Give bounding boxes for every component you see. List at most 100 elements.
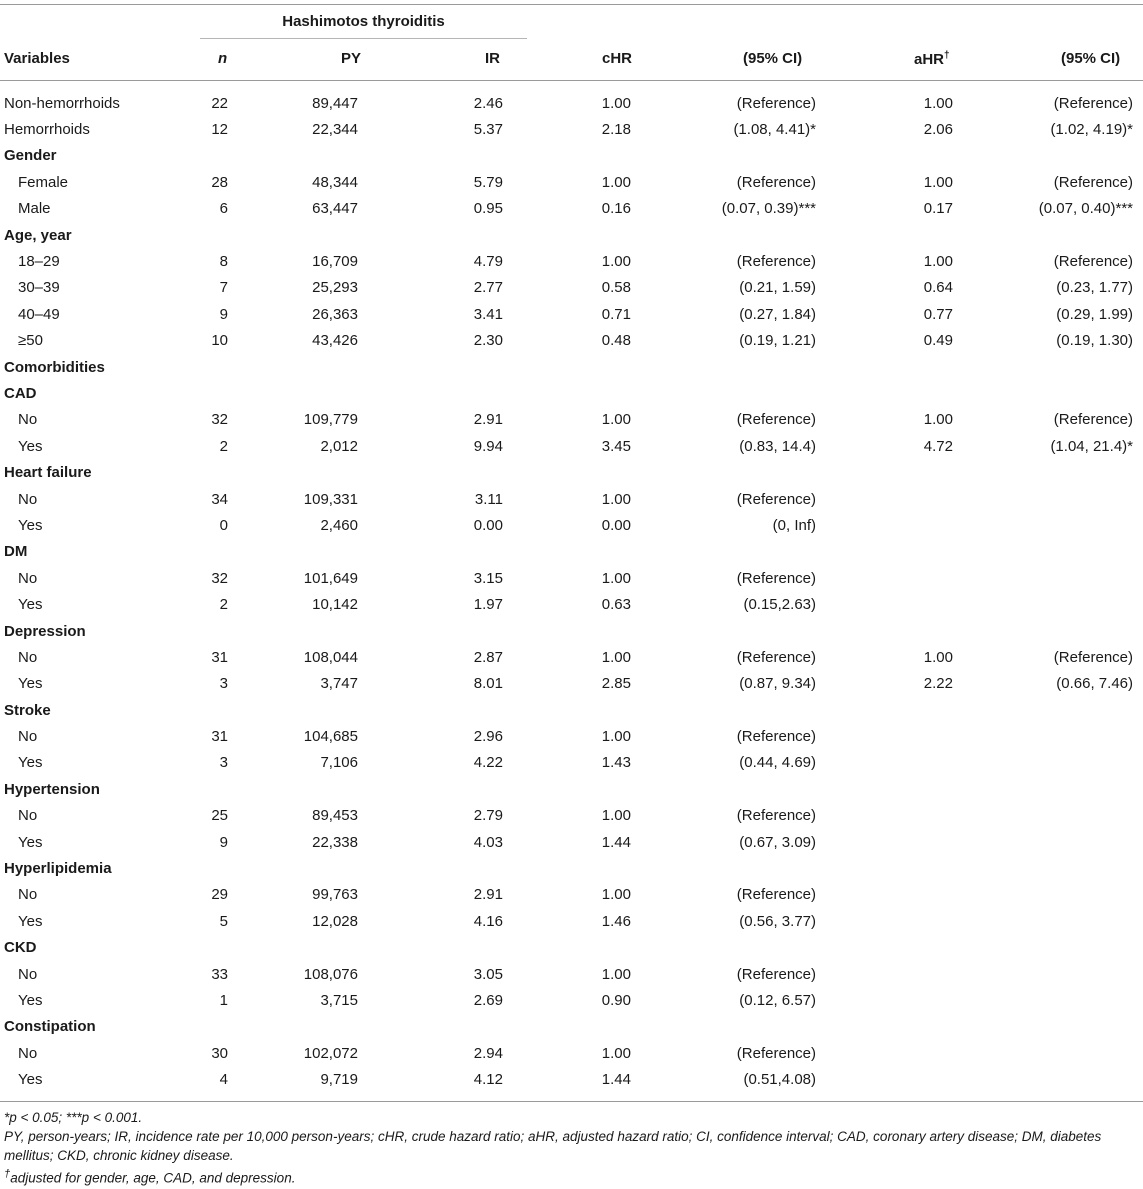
cell-ci1 — [637, 380, 822, 406]
footnote-adjusted-text: adjusted for gender, age, CAD, and depre… — [10, 1170, 296, 1186]
cell-ci2 — [959, 776, 1143, 802]
cell-ci2 — [959, 380, 1143, 406]
cell-ci1: (Reference) — [736, 807, 816, 825]
cell-ci1: (0.56, 3.77) — [739, 912, 816, 930]
cell-chr — [509, 354, 637, 380]
cell-chr — [509, 459, 637, 485]
cell-ci2: (0.66, 7.46) — [1056, 675, 1133, 693]
cell-ahr — [822, 618, 959, 644]
cell-ci1 — [637, 618, 822, 644]
cell-ci2: (1.04, 21.4)* — [1050, 437, 1133, 455]
table-row: Yes 4 9,719 4.12 1.44 (0.51,4.08) — [0, 1066, 1143, 1092]
cell-ci2 — [959, 829, 1143, 855]
section-label: CAD — [4, 384, 37, 402]
header-ci-adjusted: (95% CI) — [1061, 50, 1121, 67]
cell-ci2 — [959, 1040, 1143, 1066]
section-row: Heart failure — [0, 459, 1143, 485]
cell-chr — [509, 222, 637, 248]
row-label: Yes — [18, 516, 43, 534]
cell-ir: 3.11 — [474, 490, 503, 508]
cell-ahr — [822, 1040, 959, 1066]
cell-chr: 0.16 — [601, 200, 631, 218]
cell-ci2 — [959, 143, 1143, 169]
cell-ci2 — [959, 697, 1143, 723]
cell-chr: 0.63 — [601, 596, 631, 614]
cell-ahr — [822, 539, 959, 565]
cell-ci2 — [959, 803, 1143, 829]
cell-chr: 1.00 — [601, 411, 631, 429]
row-label: No — [18, 965, 38, 983]
table-row: Female 28 48,344 5.79 1.00 (Reference) 1.00 (Re… — [0, 169, 1143, 195]
section-label: Comorbidities — [4, 358, 105, 376]
row-label: Yes — [18, 991, 43, 1009]
cell-ir: 3.15 — [473, 569, 503, 587]
cell-py: 22,338 — [312, 833, 358, 851]
cell-n — [200, 776, 234, 802]
cell-ahr — [822, 1066, 959, 1092]
cell-ci2 — [959, 222, 1143, 248]
cell-ci2: (Reference) — [1053, 648, 1133, 666]
cell-py: 22,344 — [312, 121, 358, 139]
cell-ci1: (Reference) — [736, 648, 816, 666]
cell-py: 101,649 — [303, 569, 358, 587]
cell-py: 99,763 — [312, 886, 358, 904]
cell-ci1: (Reference) — [736, 1044, 816, 1062]
cell-ir: 3.05 — [473, 965, 503, 983]
cell-ahr — [822, 908, 959, 934]
cell-ahr: 1.00 — [923, 94, 953, 112]
section-label: Stroke — [4, 701, 51, 719]
cell-ir — [364, 222, 509, 248]
cell-chr: 1.00 — [601, 253, 631, 271]
cell-ahr: 0.17 — [923, 200, 953, 218]
table-row: No 29 99,763 2.91 1.00 (Reference) — [0, 882, 1143, 908]
cell-ir: 2.87 — [473, 648, 503, 666]
cell-ci1: (0.83, 14.4) — [739, 437, 816, 455]
cell-chr — [509, 539, 637, 565]
results-table: Non-hemorrhoids 22 89,447 2.46 1.00 (Referenc… — [0, 90, 1143, 1093]
cell-ir: 2.91 — [473, 411, 503, 429]
cell-ir — [364, 1014, 509, 1040]
cell-ci2: (Reference) — [1053, 253, 1133, 271]
header-chr: cHR — [602, 50, 633, 67]
cell-py — [234, 618, 364, 644]
section-label: Constipation — [4, 1018, 96, 1036]
cell-n: 32 — [211, 569, 228, 587]
section-label: CKD — [4, 939, 37, 957]
cell-ahr: 1.00 — [923, 173, 953, 191]
cell-chr: 0.58 — [601, 279, 631, 297]
cell-ahr — [822, 697, 959, 723]
cell-ci2 — [959, 354, 1143, 380]
cell-ahr — [822, 829, 959, 855]
table-row: Yes 3 3,747 8.01 2.85 (0.87, 9.34) 2.22 (0.66, … — [0, 671, 1143, 697]
header-ahr-dagger: † — [944, 50, 950, 61]
section-row: Age, year — [0, 222, 1143, 248]
cell-ci2 — [959, 935, 1143, 961]
row-label: 30–39 — [18, 279, 60, 297]
row-label: Yes — [18, 675, 43, 693]
cell-ci2: (Reference) — [1053, 411, 1133, 429]
cell-py — [234, 143, 364, 169]
cell-ci1 — [637, 222, 822, 248]
cell-n: 6 — [219, 200, 228, 218]
cell-py: 63,447 — [312, 200, 358, 218]
cell-ahr — [822, 354, 959, 380]
cell-ci2 — [959, 1014, 1143, 1040]
row-label: No — [18, 648, 38, 666]
cell-ci1: (0, Inf) — [772, 516, 816, 534]
cell-ir — [364, 697, 509, 723]
cell-n: 9 — [219, 833, 228, 851]
cell-py: 3,747 — [320, 675, 358, 693]
cell-py: 12,028 — [312, 912, 358, 930]
cell-n: 3 — [219, 675, 228, 693]
row-label: 40–49 — [18, 305, 60, 323]
table-row: No 34 109,331 3.11 1.00 (Reference) — [0, 486, 1143, 512]
cell-ci2 — [959, 987, 1143, 1013]
cell-chr: 1.46 — [601, 912, 631, 930]
cell-chr — [509, 1014, 637, 1040]
cell-py — [234, 539, 364, 565]
table-row: No 31 108,044 2.87 1.00 (Reference) 1.00 (Refer… — [0, 644, 1143, 670]
cell-ahr: 2.22 — [923, 675, 953, 693]
table-row: Yes 2 10,142 1.97 0.63 (0.15,2.63) — [0, 591, 1143, 617]
cell-n: 7 — [219, 279, 228, 297]
table-row: 18–29 8 16,709 4.79 1.00 (Reference) 1.00 (Refe… — [0, 248, 1143, 274]
